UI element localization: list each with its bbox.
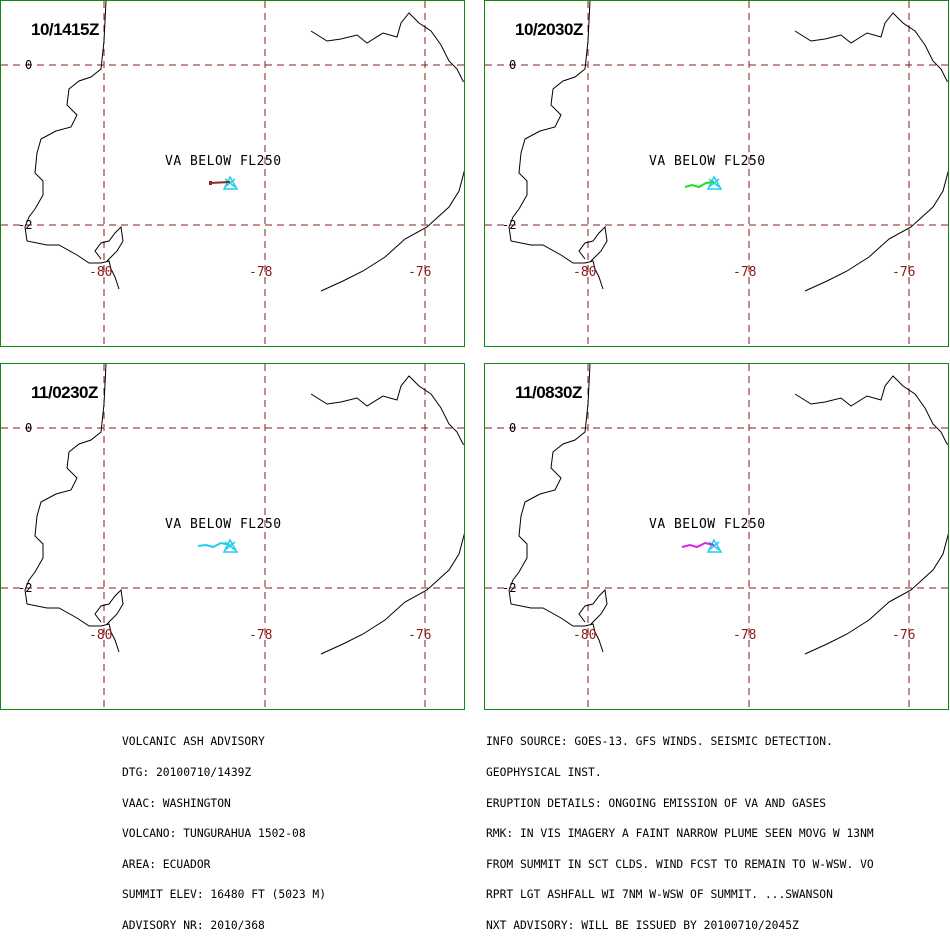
va-label: VA BELOW FL250 (165, 154, 282, 169)
map-panel-4: 11/0830Z 0 -2 -80 -78 -76 VA BELOW FL250 (484, 363, 949, 710)
advisory-line: ERUPTION DETAILS: ONGOING EMISSION OF VA… (486, 796, 827, 810)
lat-label-0: 0 (509, 58, 517, 72)
advisory-line: INFO SOURCE: GOES-13. GFS WINDS. SEISMIC… (486, 735, 833, 749)
lat-label-minus2: -2 (502, 581, 517, 595)
va-label: VA BELOW FL250 (165, 517, 282, 532)
coastline (94, 225, 124, 262)
lon-label-minus80: -80 (89, 265, 113, 280)
map-panel-1: 10/1415Z 0 -2 -80 -78 -76 VA BELOW FL250 (0, 0, 465, 347)
coastline (94, 588, 124, 625)
lon-label-minus80: -80 (573, 628, 597, 643)
advisory-line: VAAC: WASHINGTON (122, 796, 231, 810)
lon-label-minus80: -80 (89, 628, 113, 643)
advisory-line: AREA: ECUADOR (122, 857, 211, 871)
advisory-line: NXT ADVISORY: WILL BE ISSUED BY 20100710… (486, 918, 799, 932)
coastline (320, 533, 464, 655)
advisory-line: RPRT LGT ASHFALL WI 7NM W-WSW OF SUMMIT.… (486, 888, 833, 902)
advisory-line: VOLCANO: TUNGURAHUA 1502-08 (122, 827, 306, 841)
coastline (508, 364, 604, 653)
map-canvas (1, 1, 464, 346)
advisory-line: SUMMIT ELEV: 16480 FT (5023 M) (122, 888, 327, 902)
coastline (24, 364, 120, 653)
coastline (794, 375, 948, 446)
panel-time: 11/0830Z (515, 383, 582, 402)
advisory-right: INFO SOURCE: GOES-13. GFS WINDS. SEISMIC… (486, 717, 874, 941)
volcano-marker (706, 538, 723, 553)
lon-label-minus78: -78 (733, 265, 757, 280)
advisory-line: RMK: IN VIS IMAGERY A FAINT NARROW PLUME… (486, 827, 874, 841)
ash-plume (681, 541, 715, 549)
advisory-line: VOLCANIC ASH ADVISORY (122, 735, 265, 749)
coastline (508, 1, 604, 290)
map-panel-2: 10/2030Z 0 -2 -80 -78 -76 VA BELOW FL250 (484, 0, 949, 347)
va-label: VA BELOW FL250 (649, 154, 766, 169)
coastline (320, 170, 464, 292)
map-canvas (485, 364, 948, 709)
lon-label-minus78: -78 (249, 265, 273, 280)
ash-plume (684, 181, 715, 189)
lon-label-minus76: -76 (408, 265, 432, 280)
plume-start-marker (209, 181, 212, 185)
panel-time: 11/0230Z (31, 383, 98, 402)
lat-label-minus2: -2 (502, 218, 517, 232)
advisory-line: ADVISORY NR: 2010/368 (122, 918, 265, 932)
map-panel-3: 11/0230Z 0 -2 -80 -78 -76 VA BELOW FL250 (0, 363, 465, 710)
panel-time: 10/2030Z (515, 20, 583, 39)
lon-label-minus76: -76 (408, 628, 432, 643)
lon-label-minus76: -76 (892, 628, 916, 643)
map-canvas (485, 1, 948, 346)
lon-label-minus78: -78 (249, 628, 273, 643)
va-label: VA BELOW FL250 (649, 517, 766, 532)
map-canvas (1, 364, 464, 709)
volcano-marker (222, 538, 239, 553)
lon-label-minus80: -80 (573, 265, 597, 280)
coastline (578, 225, 608, 262)
coastline (794, 12, 948, 83)
coastline (310, 375, 464, 446)
lat-label-0: 0 (509, 421, 517, 435)
advisory-line: DTG: 20100710/1439Z (122, 766, 252, 779)
lat-label-0: 0 (25, 421, 33, 435)
lon-label-minus78: -78 (733, 628, 757, 643)
coastline (804, 170, 948, 292)
lat-label-0: 0 (25, 58, 33, 72)
coastline (24, 1, 120, 290)
advisory-left: VOLCANIC ASH ADVISORY DTG: 20100710/1439… (122, 717, 326, 941)
coastline (804, 533, 948, 655)
ash-plume (197, 541, 231, 549)
advisory-line: FROM SUMMIT IN SCT CLDS. WIND FCST TO RE… (486, 857, 874, 871)
lon-label-minus76: -76 (892, 265, 916, 280)
lat-label-minus2: -2 (18, 218, 33, 232)
panel-time: 10/1415Z (31, 20, 99, 39)
lat-label-minus2: -2 (18, 581, 33, 595)
advisory-line: GEOPHYSICAL INST. (486, 766, 602, 779)
ash-plume (209, 181, 231, 184)
coastline (310, 12, 464, 83)
coastline (578, 588, 608, 625)
